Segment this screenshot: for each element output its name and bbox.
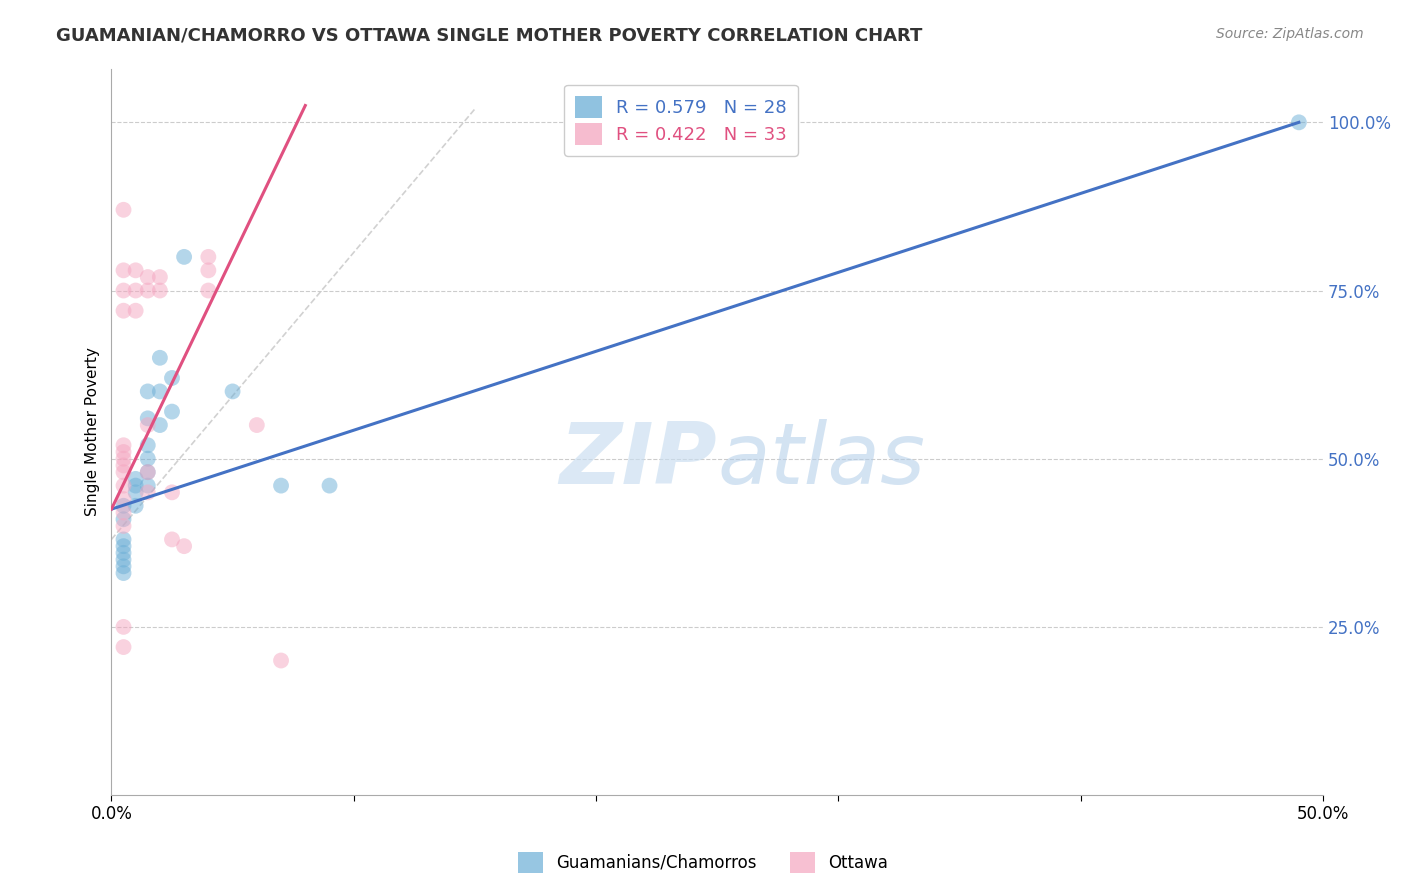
Point bbox=[136, 438, 159, 452]
Point bbox=[221, 384, 243, 399]
Point bbox=[149, 418, 172, 433]
Point bbox=[112, 552, 135, 566]
Point bbox=[124, 263, 146, 277]
Text: atlas: atlas bbox=[717, 419, 925, 502]
Point bbox=[136, 478, 159, 492]
Point bbox=[112, 303, 135, 318]
Point bbox=[136, 451, 159, 466]
Point bbox=[270, 653, 292, 667]
Legend: Guamanians/Chamorros, Ottawa: Guamanians/Chamorros, Ottawa bbox=[512, 846, 894, 880]
Point bbox=[149, 351, 172, 365]
Point bbox=[149, 384, 172, 399]
Point bbox=[149, 270, 172, 285]
Point bbox=[112, 465, 135, 479]
Point bbox=[112, 458, 135, 473]
Point bbox=[112, 438, 135, 452]
Point bbox=[124, 485, 146, 500]
Point bbox=[112, 284, 135, 298]
Point bbox=[112, 519, 135, 533]
Point bbox=[136, 418, 159, 433]
Point bbox=[112, 499, 135, 513]
Point bbox=[112, 506, 135, 520]
Point bbox=[112, 546, 135, 560]
Point bbox=[136, 270, 159, 285]
Point bbox=[112, 620, 135, 634]
Y-axis label: Single Mother Poverty: Single Mother Poverty bbox=[86, 347, 100, 516]
Point bbox=[112, 533, 135, 547]
Point bbox=[112, 559, 135, 574]
Point bbox=[160, 485, 183, 500]
Point bbox=[197, 263, 219, 277]
Text: ZIP: ZIP bbox=[560, 419, 717, 502]
Point bbox=[124, 284, 146, 298]
Point bbox=[136, 465, 159, 479]
Point bbox=[160, 371, 183, 385]
Point bbox=[124, 478, 146, 492]
Point bbox=[318, 478, 340, 492]
Point bbox=[112, 566, 135, 580]
Point bbox=[270, 478, 292, 492]
Point bbox=[124, 499, 146, 513]
Point bbox=[112, 202, 135, 217]
Point bbox=[112, 445, 135, 459]
Point bbox=[1288, 115, 1310, 129]
Point bbox=[149, 284, 172, 298]
Point bbox=[112, 491, 135, 506]
Point bbox=[112, 640, 135, 654]
Point bbox=[112, 512, 135, 526]
Point bbox=[173, 539, 195, 553]
Point bbox=[136, 465, 159, 479]
Point bbox=[197, 284, 219, 298]
Point bbox=[124, 303, 146, 318]
Point bbox=[112, 478, 135, 492]
Point bbox=[160, 404, 183, 418]
Point bbox=[136, 411, 159, 425]
Legend: R = 0.579   N = 28, R = 0.422   N = 33: R = 0.579 N = 28, R = 0.422 N = 33 bbox=[564, 85, 797, 156]
Point bbox=[136, 485, 159, 500]
Point bbox=[136, 284, 159, 298]
Point bbox=[136, 384, 159, 399]
Text: GUAMANIAN/CHAMORRO VS OTTAWA SINGLE MOTHER POVERTY CORRELATION CHART: GUAMANIAN/CHAMORRO VS OTTAWA SINGLE MOTH… bbox=[56, 27, 922, 45]
Point bbox=[173, 250, 195, 264]
Point bbox=[112, 263, 135, 277]
Point bbox=[160, 533, 183, 547]
Point bbox=[112, 539, 135, 553]
Point bbox=[124, 472, 146, 486]
Point bbox=[112, 451, 135, 466]
Point bbox=[246, 418, 269, 433]
Text: Source: ZipAtlas.com: Source: ZipAtlas.com bbox=[1216, 27, 1364, 41]
Point bbox=[197, 250, 219, 264]
